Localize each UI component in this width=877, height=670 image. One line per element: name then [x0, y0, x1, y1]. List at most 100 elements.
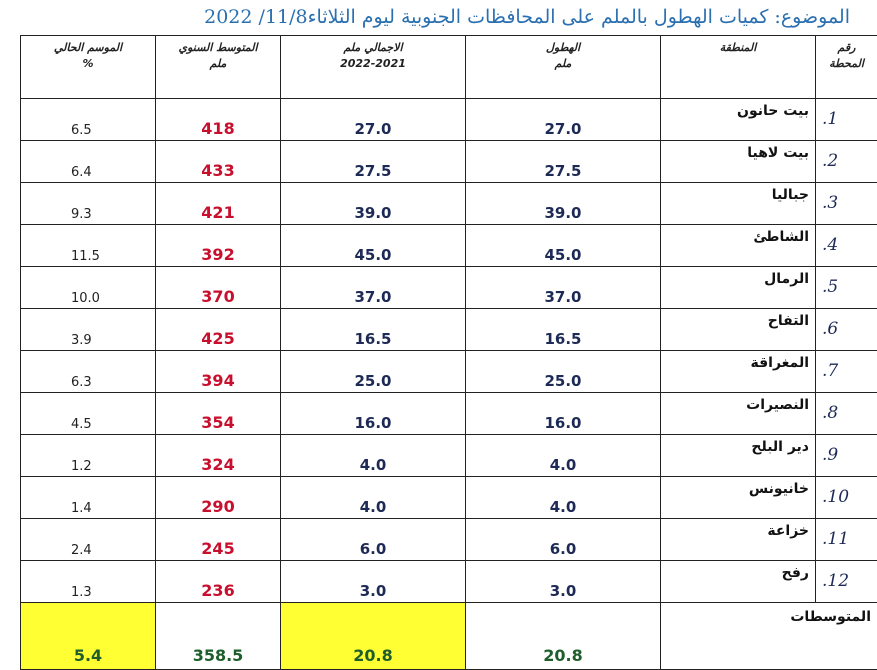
- column-header: المنطقة: [661, 36, 816, 99]
- title: الموضوع: كميات الهطول بالملم على المحافظ…: [60, 6, 850, 34]
- cell: 45.0: [281, 225, 466, 267]
- footer-cell: 5.4: [21, 603, 156, 670]
- cell: 5.: [816, 267, 877, 309]
- cell: 370: [156, 267, 281, 309]
- cell: 27.5: [466, 141, 661, 183]
- header-text: ملم: [162, 56, 274, 72]
- cell: 27.0: [466, 99, 661, 141]
- cell: 290: [156, 477, 281, 519]
- cell: 27.5: [281, 141, 466, 183]
- cell: خزاعة: [661, 519, 816, 561]
- cell: 10.0: [21, 267, 156, 309]
- cell: 10.: [816, 477, 877, 519]
- cell: دير البلح: [661, 435, 816, 477]
- header-text: المحطة: [822, 56, 871, 72]
- cell: 25.0: [466, 351, 661, 393]
- cell: 6.4: [21, 141, 156, 183]
- footer-label: المتوسطات: [661, 603, 877, 670]
- cell: الرمال: [661, 267, 816, 309]
- footer-cell: 20.8: [281, 603, 466, 670]
- cell: 7.: [816, 351, 877, 393]
- cell: 324: [156, 435, 281, 477]
- cell: 8.: [816, 393, 877, 435]
- cell: 4.: [816, 225, 877, 267]
- header-text: الهطول: [472, 40, 654, 56]
- cell: 392: [156, 225, 281, 267]
- cell: 3.: [816, 183, 877, 225]
- cell: 9.: [816, 435, 877, 477]
- cell: 16.5: [466, 309, 661, 351]
- cell: 394: [156, 351, 281, 393]
- cell: 9.3: [21, 183, 156, 225]
- footer-cell: 20.8: [466, 603, 661, 670]
- cell: 12.: [816, 561, 877, 603]
- cell: 4.0: [466, 435, 661, 477]
- cell: 354: [156, 393, 281, 435]
- cell: 1.4: [21, 477, 156, 519]
- cell: 1.3: [21, 561, 156, 603]
- cell: 6.0: [466, 519, 661, 561]
- cell: 39.0: [466, 183, 661, 225]
- cell: 3.0: [281, 561, 466, 603]
- header-text: رقم: [822, 40, 871, 56]
- cell: 6.3: [21, 351, 156, 393]
- cell: 45.0: [466, 225, 661, 267]
- cell: 6.5: [21, 99, 156, 141]
- cell: 433: [156, 141, 281, 183]
- header-text: الاجمالي ملم: [287, 40, 459, 56]
- cell: 27.0: [281, 99, 466, 141]
- page: {"header": {"title": "الموضوع: كميات اله…: [0, 0, 877, 584]
- cell: 4.0: [281, 477, 466, 519]
- cell: بيت لاهيا: [661, 141, 816, 183]
- cell: 16.0: [281, 393, 466, 435]
- header-text: الموسم الحالي: [27, 40, 149, 56]
- cell: 4.5: [21, 393, 156, 435]
- cell: 37.0: [281, 267, 466, 309]
- cell: النصيرات: [661, 393, 816, 435]
- cell: 1.2: [21, 435, 156, 477]
- cell: الشاطئ: [661, 225, 816, 267]
- cell: 425: [156, 309, 281, 351]
- cell: 6.0: [281, 519, 466, 561]
- cell: 11.: [816, 519, 877, 561]
- cell: التفاح: [661, 309, 816, 351]
- cell: 418: [156, 99, 281, 141]
- cell: 236: [156, 561, 281, 603]
- cell: خانيونس: [661, 477, 816, 519]
- cell: 39.0: [281, 183, 466, 225]
- column-header: الموسم الحالي%: [21, 36, 156, 99]
- cell: 1.: [816, 99, 877, 141]
- cell: 3.0: [466, 561, 661, 603]
- cell: 25.0: [281, 351, 466, 393]
- cell: 37.0: [466, 267, 661, 309]
- cell: 3.9: [21, 309, 156, 351]
- cell: 245: [156, 519, 281, 561]
- cell: جباليا: [661, 183, 816, 225]
- header-text: %: [27, 56, 149, 72]
- cell: رفح: [661, 561, 816, 603]
- footer-cell: 358.5: [156, 603, 281, 670]
- cell: بيت حانون: [661, 99, 816, 141]
- cell: المغراقة: [661, 351, 816, 393]
- cell: 11.5: [21, 225, 156, 267]
- cell: 6.: [816, 309, 877, 351]
